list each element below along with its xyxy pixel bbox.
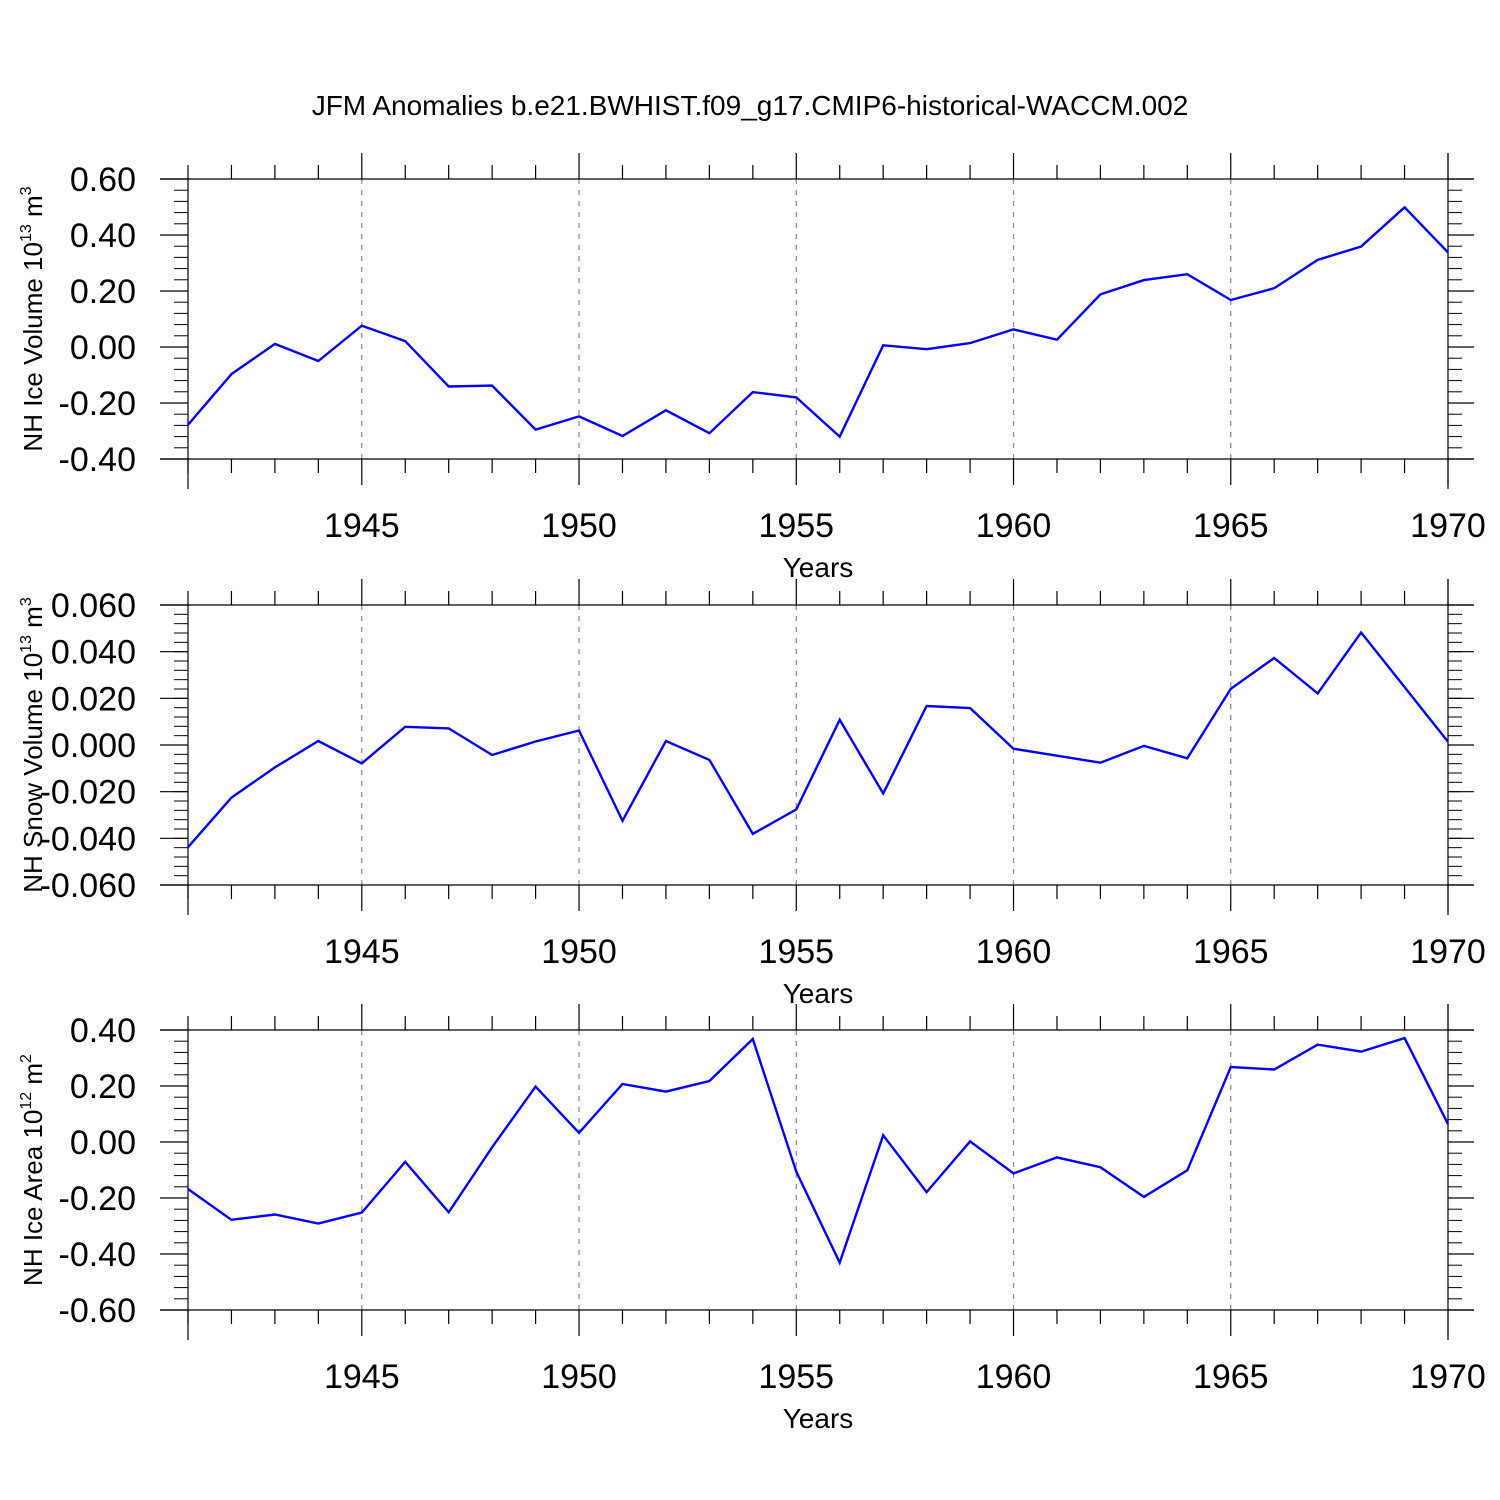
y-tick-label: -0.60 bbox=[59, 1292, 137, 1330]
y-tick-label: -0.040 bbox=[40, 820, 136, 858]
x-tick-label: 1965 bbox=[1193, 933, 1269, 971]
y-tick-label: 0.60 bbox=[70, 161, 136, 199]
y-tick-label: 0.20 bbox=[70, 273, 136, 311]
x-tick-label: 1950 bbox=[541, 933, 617, 971]
y-axis-title: NH Ice Area 1012 m2 bbox=[18, 1054, 48, 1286]
x-tick-label: 1955 bbox=[758, 933, 834, 971]
y-tick-label: 0.40 bbox=[70, 1012, 136, 1050]
y-tick-label: -0.20 bbox=[59, 1180, 137, 1218]
y-tick-label: -0.40 bbox=[59, 441, 137, 479]
x-tick-label: 1945 bbox=[324, 1358, 400, 1396]
y-tick-label: 0.20 bbox=[70, 1068, 136, 1106]
chart-panel-1: 0.60 0.40 0.20 0.00 -0.20 -0.40 1945 1950 1955 19… bbox=[18, 153, 1486, 583]
x-tick-label: 1970 bbox=[1410, 1358, 1486, 1396]
x-axis-title: Years bbox=[783, 1403, 854, 1434]
x-tick-label: 1960 bbox=[976, 933, 1052, 971]
series-line bbox=[187, 630, 1449, 848]
x-axis-title: Years bbox=[783, 978, 854, 1009]
y-tick-label: 0.00 bbox=[70, 329, 136, 367]
y-tick-label: 0.000 bbox=[51, 727, 136, 765]
y-tick-label: -0.020 bbox=[40, 774, 136, 812]
y-tick-label: 0.060 bbox=[51, 587, 136, 625]
x-tick-label: 1955 bbox=[758, 1358, 834, 1396]
x-tick-label: 1950 bbox=[541, 1358, 617, 1396]
x-tick-label: 1950 bbox=[541, 507, 617, 545]
x-tick-label: 1965 bbox=[1193, 507, 1269, 545]
y-tick-label: -0.40 bbox=[59, 1236, 137, 1274]
x-tick-label: 1960 bbox=[976, 1358, 1052, 1396]
y-tick-label: 0.040 bbox=[51, 634, 136, 672]
y-tick-label: 0.40 bbox=[70, 217, 136, 255]
y-tick-label: -0.20 bbox=[59, 385, 137, 423]
x-tick-label: 1955 bbox=[758, 507, 834, 545]
series-line bbox=[187, 1036, 1450, 1266]
x-tick-label: 1970 bbox=[1410, 933, 1486, 971]
x-axis-title: Years bbox=[783, 552, 854, 583]
x-tick-label: 1970 bbox=[1410, 507, 1486, 545]
x-tick-label: 1945 bbox=[324, 507, 400, 545]
y-tick-label: 0.020 bbox=[51, 680, 136, 718]
y-tick-label: 0.00 bbox=[70, 1124, 136, 1162]
y-axis-title: NH Ice Volume 1013 m3 bbox=[18, 186, 48, 451]
x-tick-label: 1960 bbox=[976, 507, 1052, 545]
chart-title: JFM Anomalies b.e21.BWHIST.f09_g17.CMIP6… bbox=[312, 90, 1189, 121]
y-axis-title: NH Snow Volume 1013 m3 bbox=[18, 597, 48, 893]
y-tick-label: -0.060 bbox=[40, 867, 136, 905]
x-tick-label: 1945 bbox=[324, 933, 400, 971]
chart-panel-3: 0.40 0.20 0.00 -0.20 -0.40 -0.60 1945 1950 1955 1… bbox=[18, 1004, 1486, 1434]
chart-panel-2: 0.060 0.040 0.020 0.000 -0.020 -0.040 -0.060 19… bbox=[18, 579, 1486, 1009]
series-line bbox=[187, 205, 1449, 439]
x-tick-label: 1965 bbox=[1193, 1358, 1269, 1396]
